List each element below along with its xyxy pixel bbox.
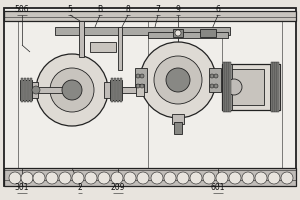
Circle shape <box>50 68 94 112</box>
Text: 601: 601 <box>211 183 225 192</box>
Circle shape <box>21 172 33 184</box>
Bar <box>118 27 122 70</box>
Circle shape <box>190 172 202 184</box>
Circle shape <box>59 172 71 184</box>
Circle shape <box>140 42 216 118</box>
Text: 506: 506 <box>15 5 29 14</box>
Bar <box>90 42 116 52</box>
Circle shape <box>242 172 254 184</box>
Circle shape <box>46 172 58 184</box>
Bar <box>122 87 142 93</box>
Circle shape <box>214 74 218 78</box>
Bar <box>4 168 296 186</box>
Bar <box>20 80 32 100</box>
Circle shape <box>203 172 215 184</box>
Bar <box>172 114 184 124</box>
Text: 301: 301 <box>15 183 29 192</box>
Circle shape <box>136 84 140 88</box>
Bar <box>200 29 216 37</box>
Bar <box>4 11 296 21</box>
Bar <box>277 62 279 112</box>
Circle shape <box>151 172 163 184</box>
Bar <box>120 78 122 102</box>
Bar <box>135 68 147 92</box>
Bar <box>32 82 38 98</box>
Circle shape <box>36 54 108 126</box>
Circle shape <box>214 84 218 88</box>
Circle shape <box>164 172 176 184</box>
Bar <box>80 27 84 100</box>
Circle shape <box>140 84 144 88</box>
Circle shape <box>268 172 280 184</box>
Circle shape <box>210 84 214 88</box>
Bar <box>114 78 116 102</box>
Bar <box>222 64 232 110</box>
Bar <box>275 62 277 112</box>
Circle shape <box>216 172 228 184</box>
Circle shape <box>175 30 181 36</box>
Circle shape <box>281 172 293 184</box>
Circle shape <box>229 172 241 184</box>
Circle shape <box>210 74 214 78</box>
Circle shape <box>154 56 202 104</box>
Bar <box>111 78 113 102</box>
Circle shape <box>72 172 84 184</box>
Circle shape <box>9 172 21 184</box>
Bar <box>273 62 275 112</box>
Text: 9: 9 <box>176 5 180 14</box>
Bar <box>223 62 225 112</box>
Circle shape <box>33 172 45 184</box>
Bar <box>27 78 29 102</box>
Bar <box>174 122 182 134</box>
Bar <box>79 21 84 57</box>
Text: 7: 7 <box>156 5 161 14</box>
Bar <box>30 78 32 102</box>
Circle shape <box>62 80 82 100</box>
Bar <box>271 62 273 112</box>
Bar <box>228 69 264 105</box>
Bar <box>110 80 122 100</box>
Circle shape <box>140 74 144 78</box>
Bar <box>117 78 119 102</box>
Bar <box>222 64 280 110</box>
Bar <box>209 68 221 92</box>
Bar <box>136 84 144 96</box>
Circle shape <box>255 172 267 184</box>
Bar <box>24 78 26 102</box>
Circle shape <box>32 86 40 94</box>
Bar <box>225 62 227 112</box>
Circle shape <box>226 79 242 95</box>
Text: 209: 209 <box>111 183 125 192</box>
Circle shape <box>124 172 136 184</box>
Circle shape <box>85 172 97 184</box>
Text: 2: 2 <box>78 183 82 192</box>
Bar <box>229 62 231 112</box>
Bar <box>104 82 110 98</box>
Circle shape <box>136 74 140 78</box>
Bar <box>21 78 23 102</box>
Text: 6: 6 <box>216 5 220 14</box>
Circle shape <box>166 68 190 92</box>
Bar <box>38 87 66 93</box>
Circle shape <box>137 172 149 184</box>
Circle shape <box>111 172 123 184</box>
Bar <box>55 27 230 35</box>
Bar <box>148 32 228 38</box>
Bar <box>173 29 183 37</box>
Text: B: B <box>98 5 103 14</box>
Text: 8: 8 <box>126 5 130 14</box>
Circle shape <box>98 172 110 184</box>
Bar <box>4 8 296 186</box>
Circle shape <box>177 172 189 184</box>
Bar <box>227 62 229 112</box>
Text: 5: 5 <box>68 5 72 14</box>
Bar <box>270 64 280 110</box>
